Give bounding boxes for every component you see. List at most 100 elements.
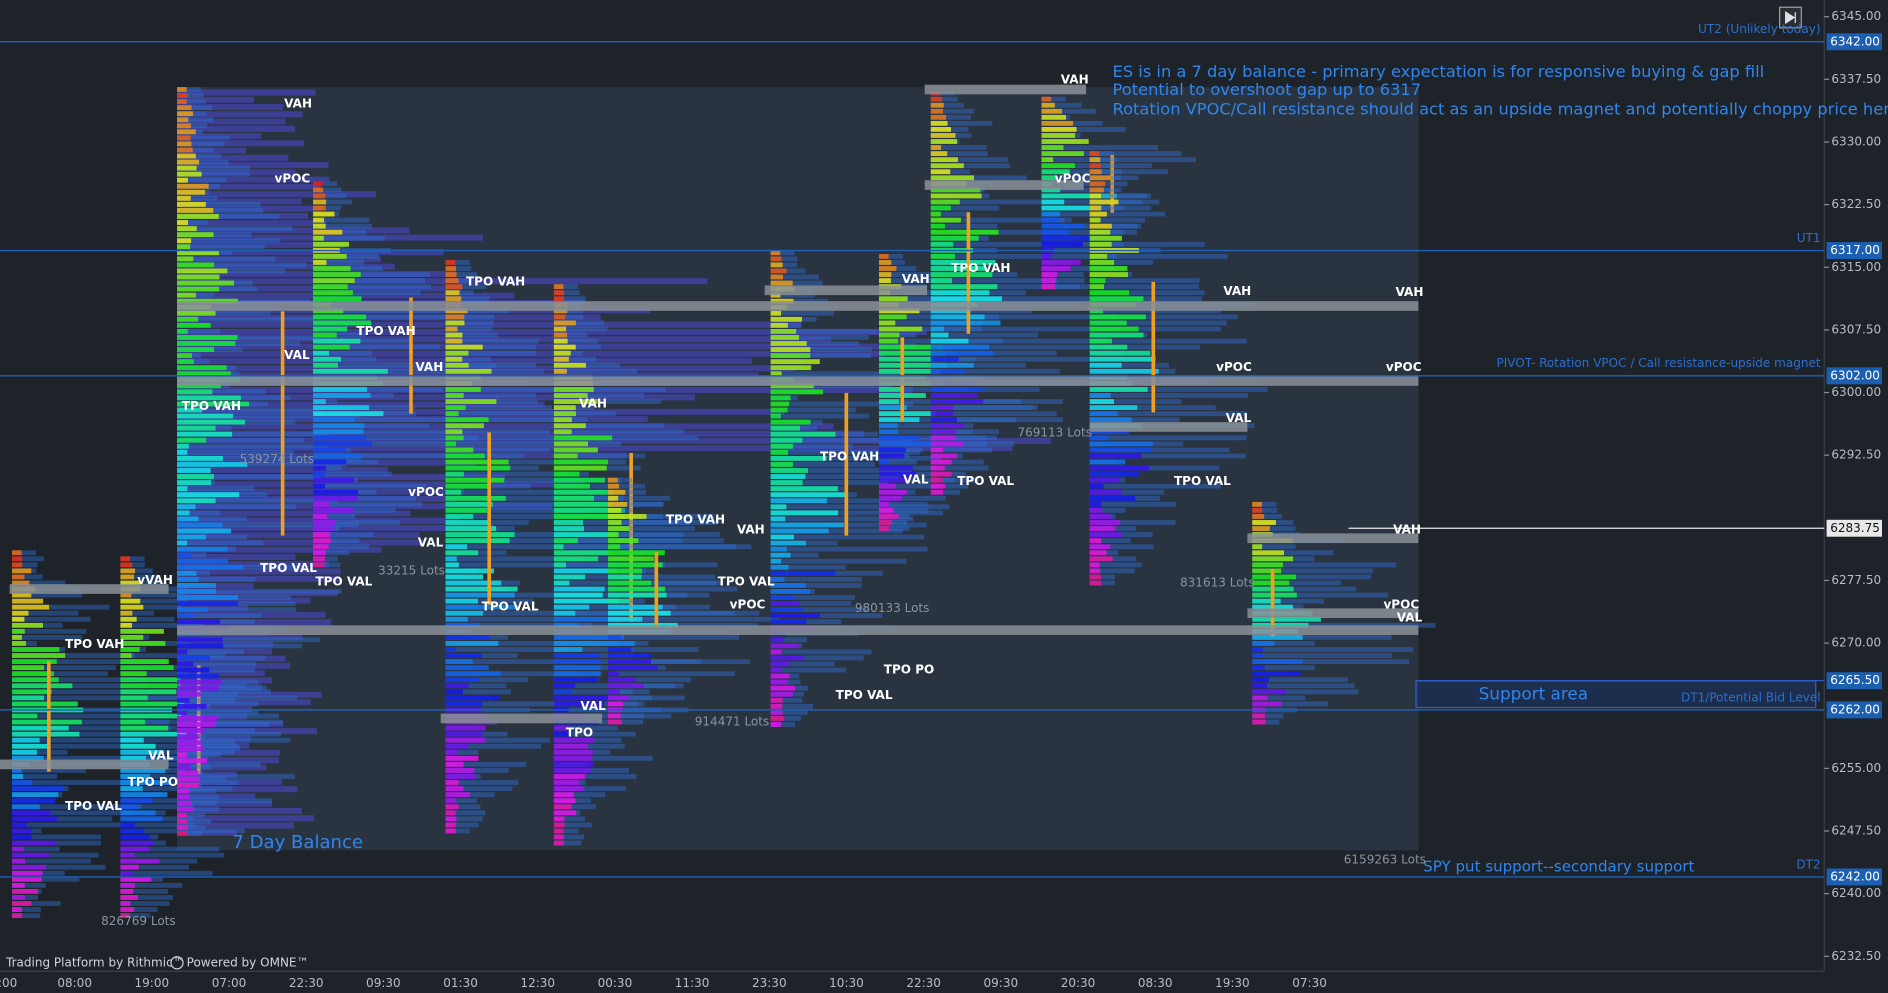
tpo-row (930, 229, 999, 235)
volume-bar (313, 290, 421, 296)
volume-bar (770, 558, 907, 564)
volume-bar (177, 171, 250, 177)
volume-bar (177, 387, 913, 394)
volume-bar (177, 413, 360, 419)
volume-bar (445, 610, 628, 616)
volume-bar (608, 501, 664, 507)
volume-bar (608, 689, 633, 695)
volume-bar (12, 556, 44, 562)
tpo-row (120, 743, 156, 749)
tpo-row (177, 316, 199, 322)
volume-bar (1089, 187, 1122, 193)
tpo-row (12, 610, 29, 616)
volume-bar (177, 462, 347, 467)
volume-bar (313, 453, 465, 459)
tpo-row (770, 292, 781, 298)
volume-bar (553, 774, 637, 779)
tpo-row (177, 455, 223, 461)
tpo-row (878, 435, 921, 441)
volume-bar (177, 365, 795, 372)
tpo-row (1089, 538, 1102, 544)
profile-label: TPO VAL (718, 574, 775, 588)
tpo-row (177, 800, 192, 806)
tpo-bar (1110, 154, 1115, 213)
tpo-row (553, 804, 572, 810)
tpo-row (553, 507, 625, 513)
volume-bar (12, 810, 133, 816)
tpo-row (445, 761, 464, 767)
volume-bar (1041, 157, 1197, 163)
tpo-row (177, 183, 209, 189)
volume-bar (930, 278, 1058, 284)
volume-bar (120, 864, 189, 870)
tpo-row (120, 901, 131, 906)
tpo-row (177, 165, 197, 171)
tpo-row (770, 280, 793, 286)
volume-bar (608, 701, 645, 707)
tpo-row (177, 824, 189, 830)
volume-bar (445, 332, 498, 338)
volume-bar (1089, 580, 1116, 586)
tpo-row (177, 244, 191, 250)
tpo-row (313, 235, 324, 241)
tpo-row (1089, 181, 1106, 187)
volume-bar (12, 616, 91, 622)
tpo-row (1041, 133, 1076, 138)
tpo-row (930, 338, 969, 344)
tpo-row (313, 477, 354, 483)
tpo-row (1089, 399, 1114, 404)
tpo-row (177, 462, 248, 467)
tpo-row (770, 365, 811, 371)
volume-bar (120, 737, 291, 743)
tpo-row (120, 604, 144, 610)
tpo-row (445, 780, 459, 785)
tpo-row (1252, 592, 1297, 598)
tpo-row (12, 768, 22, 773)
tpo-row (1089, 199, 1119, 205)
volume-bar (878, 296, 968, 302)
tpo-row (1089, 253, 1108, 259)
volume-bar (930, 459, 984, 465)
volume-bar (1089, 223, 1138, 229)
volume-bar (445, 804, 481, 810)
tpo-row (770, 516, 786, 522)
tpo-row (930, 344, 990, 350)
volume-bar (553, 786, 627, 792)
volume-bar (553, 792, 606, 798)
tpo-row (1089, 477, 1120, 483)
tpo-row (120, 846, 150, 852)
volume-bar (12, 840, 101, 846)
note-line: Rotation VPOC/Call resistance should act… (1113, 100, 1888, 119)
tpo-row (120, 634, 144, 640)
tpo-row (445, 471, 464, 477)
tpo-row (313, 199, 327, 205)
volume-bar (12, 659, 166, 665)
tpo-row (770, 552, 791, 558)
price-tick-label: 6292.50 (1831, 448, 1881, 462)
volume-bar (770, 353, 871, 359)
volume-bar (313, 520, 401, 525)
tpo-row (553, 665, 601, 671)
volume-bar (177, 262, 307, 268)
tpo-row (770, 595, 796, 600)
tpo-row (930, 145, 942, 150)
volume-bar (177, 691, 238, 697)
volume-bar (177, 358, 752, 365)
volume-bar (12, 804, 142, 810)
volume-bar (177, 522, 359, 528)
volume-bar (12, 610, 79, 616)
price-tag (1826, 242, 1882, 260)
tpo-row (608, 507, 622, 513)
tpo-row (445, 737, 485, 743)
lots-label: 769113 Lots (1017, 425, 1092, 439)
volume-bar (445, 816, 483, 822)
tpo-row (608, 683, 644, 689)
tpo-row (608, 520, 622, 525)
volume-bar (1089, 278, 1200, 284)
tpo-row (445, 387, 481, 392)
volume-bar (120, 804, 194, 810)
tpo-row (878, 489, 907, 495)
volume-bar (930, 338, 1108, 344)
tpo-row (770, 601, 800, 606)
tpo-row (608, 641, 635, 646)
